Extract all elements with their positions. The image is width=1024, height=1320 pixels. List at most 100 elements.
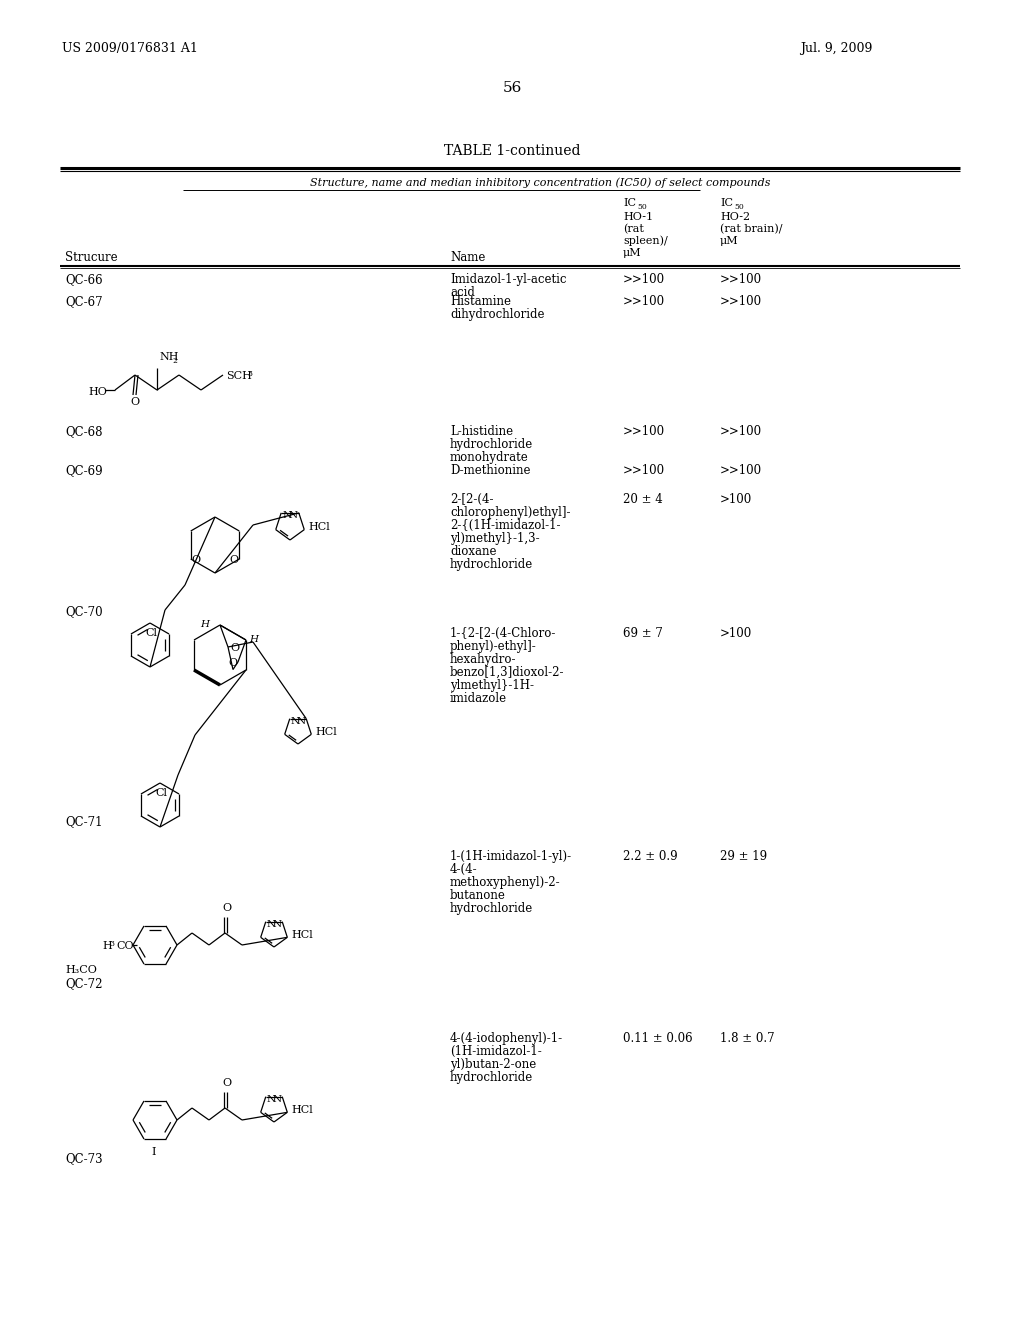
Text: US 2009/0176831 A1: US 2009/0176831 A1 bbox=[62, 42, 198, 55]
Text: hydrochloride: hydrochloride bbox=[450, 902, 534, 915]
Text: >>100: >>100 bbox=[720, 425, 762, 438]
Text: O: O bbox=[222, 903, 231, 913]
Text: O: O bbox=[229, 554, 239, 565]
Text: (rat: (rat bbox=[623, 223, 644, 234]
Text: N: N bbox=[291, 717, 300, 726]
Text: 4-(4-: 4-(4- bbox=[450, 863, 477, 876]
Text: HCl: HCl bbox=[315, 727, 337, 737]
Text: phenyl)-ethyl]-: phenyl)-ethyl]- bbox=[450, 640, 537, 653]
Text: hexahydro-: hexahydro- bbox=[450, 653, 516, 667]
Text: QC-71: QC-71 bbox=[65, 814, 102, 828]
Text: spleen)/: spleen)/ bbox=[623, 235, 668, 246]
Text: QC-73: QC-73 bbox=[65, 1152, 102, 1166]
Text: methoxyphenyl)-2-: methoxyphenyl)-2- bbox=[450, 876, 560, 888]
Text: H: H bbox=[200, 620, 209, 630]
Text: dihydrochloride: dihydrochloride bbox=[450, 308, 545, 321]
Text: 69 ± 7: 69 ± 7 bbox=[623, 627, 663, 640]
Text: 20 ± 4: 20 ± 4 bbox=[623, 492, 663, 506]
Text: >>100: >>100 bbox=[720, 273, 762, 286]
Text: 2-[2-(4-: 2-[2-(4- bbox=[450, 492, 494, 506]
Text: 29 ± 19: 29 ± 19 bbox=[720, 850, 767, 863]
Text: O: O bbox=[222, 1078, 231, 1088]
Text: L-histidine: L-histidine bbox=[450, 425, 513, 438]
Text: 3: 3 bbox=[109, 940, 114, 948]
Text: HCl: HCl bbox=[291, 1105, 312, 1115]
Text: SCH: SCH bbox=[226, 371, 252, 381]
Text: Jul. 9, 2009: Jul. 9, 2009 bbox=[800, 42, 872, 55]
Text: 50: 50 bbox=[734, 203, 743, 211]
Text: 3: 3 bbox=[247, 370, 252, 378]
Text: QC-70: QC-70 bbox=[65, 605, 102, 618]
Text: Name: Name bbox=[450, 251, 485, 264]
Text: 1.8 ± 0.7: 1.8 ± 0.7 bbox=[720, 1032, 774, 1045]
Text: dioxane: dioxane bbox=[450, 545, 497, 558]
Text: μM: μM bbox=[720, 236, 738, 246]
Text: CO: CO bbox=[116, 941, 133, 950]
Text: N: N bbox=[272, 920, 282, 929]
Text: D-methionine: D-methionine bbox=[450, 465, 530, 477]
Text: 4-(4-iodophenyl)-1-: 4-(4-iodophenyl)-1- bbox=[450, 1032, 563, 1045]
Text: hydrochloride: hydrochloride bbox=[450, 558, 534, 572]
Text: N: N bbox=[267, 920, 275, 929]
Text: HO: HO bbox=[88, 387, 106, 397]
Text: IC: IC bbox=[720, 198, 733, 209]
Text: N: N bbox=[296, 717, 305, 726]
Text: HCl: HCl bbox=[291, 931, 312, 940]
Text: >>100: >>100 bbox=[623, 425, 666, 438]
Text: O: O bbox=[191, 554, 201, 565]
Text: IC: IC bbox=[623, 198, 636, 209]
Text: H: H bbox=[249, 635, 258, 644]
Text: H₃CO: H₃CO bbox=[65, 965, 97, 975]
Text: HCl: HCl bbox=[308, 521, 330, 532]
Text: yl)methyl}-1,3-: yl)methyl}-1,3- bbox=[450, 532, 540, 545]
Text: (rat brain)/: (rat brain)/ bbox=[720, 223, 782, 234]
Text: 0.11 ± 0.06: 0.11 ± 0.06 bbox=[623, 1032, 692, 1045]
Text: Cl: Cl bbox=[155, 788, 167, 799]
Text: HO-2: HO-2 bbox=[720, 213, 751, 222]
Text: Structure, name and median inhibitory concentration (IC50) of select compounds: Structure, name and median inhibitory co… bbox=[310, 177, 770, 187]
Text: QC-66: QC-66 bbox=[65, 273, 102, 286]
Text: 56: 56 bbox=[503, 81, 521, 95]
Text: chlorophenyl)ethyl]-: chlorophenyl)ethyl]- bbox=[450, 506, 570, 519]
Text: Imidazol-1-yl-acetic: Imidazol-1-yl-acetic bbox=[450, 273, 566, 286]
Text: O: O bbox=[228, 657, 238, 668]
Text: μM: μM bbox=[623, 248, 642, 257]
Text: yl)butan-2-one: yl)butan-2-one bbox=[450, 1059, 537, 1071]
Text: QC-72: QC-72 bbox=[65, 977, 102, 990]
Text: imidazole: imidazole bbox=[450, 692, 507, 705]
Text: 2-{(1H-imidazol-1-: 2-{(1H-imidazol-1- bbox=[450, 519, 560, 532]
Text: 1-{2-[2-(4-Chloro-: 1-{2-[2-(4-Chloro- bbox=[450, 627, 556, 640]
Text: N: N bbox=[267, 1094, 275, 1104]
Text: 2: 2 bbox=[172, 356, 177, 366]
Text: benzo[1,3]dioxol-2-: benzo[1,3]dioxol-2- bbox=[450, 667, 564, 678]
Text: H: H bbox=[102, 941, 112, 950]
Text: TABLE 1-continued: TABLE 1-continued bbox=[443, 144, 581, 158]
Text: >>100: >>100 bbox=[623, 465, 666, 477]
Text: QC-69: QC-69 bbox=[65, 465, 102, 477]
Text: O: O bbox=[130, 397, 139, 407]
Text: HO-1: HO-1 bbox=[623, 213, 653, 222]
Text: I: I bbox=[151, 1147, 156, 1158]
Text: hydrochloride: hydrochloride bbox=[450, 1071, 534, 1084]
Text: >>100: >>100 bbox=[623, 294, 666, 308]
Text: >100: >100 bbox=[720, 627, 753, 640]
Text: hydrochloride: hydrochloride bbox=[450, 438, 534, 451]
Text: 50: 50 bbox=[637, 203, 647, 211]
Text: Cl: Cl bbox=[145, 628, 157, 638]
Text: 2.2 ± 0.9: 2.2 ± 0.9 bbox=[623, 850, 678, 863]
Text: >100: >100 bbox=[720, 492, 753, 506]
Text: Strucure: Strucure bbox=[65, 251, 118, 264]
Text: butanone: butanone bbox=[450, 888, 506, 902]
Text: QC-68: QC-68 bbox=[65, 425, 102, 438]
Text: N: N bbox=[272, 1094, 282, 1104]
Text: NH: NH bbox=[159, 352, 178, 362]
Text: N: N bbox=[283, 511, 291, 520]
Text: N: N bbox=[289, 511, 298, 520]
Text: 1-(1H-imidazol-1-yl)-: 1-(1H-imidazol-1-yl)- bbox=[450, 850, 572, 863]
Text: Histamine: Histamine bbox=[450, 294, 511, 308]
Text: ylmethyl}-1H-: ylmethyl}-1H- bbox=[450, 678, 534, 692]
Text: monohydrate: monohydrate bbox=[450, 451, 528, 465]
Text: QC-67: QC-67 bbox=[65, 294, 102, 308]
Text: >>100: >>100 bbox=[623, 273, 666, 286]
Text: O: O bbox=[230, 643, 240, 653]
